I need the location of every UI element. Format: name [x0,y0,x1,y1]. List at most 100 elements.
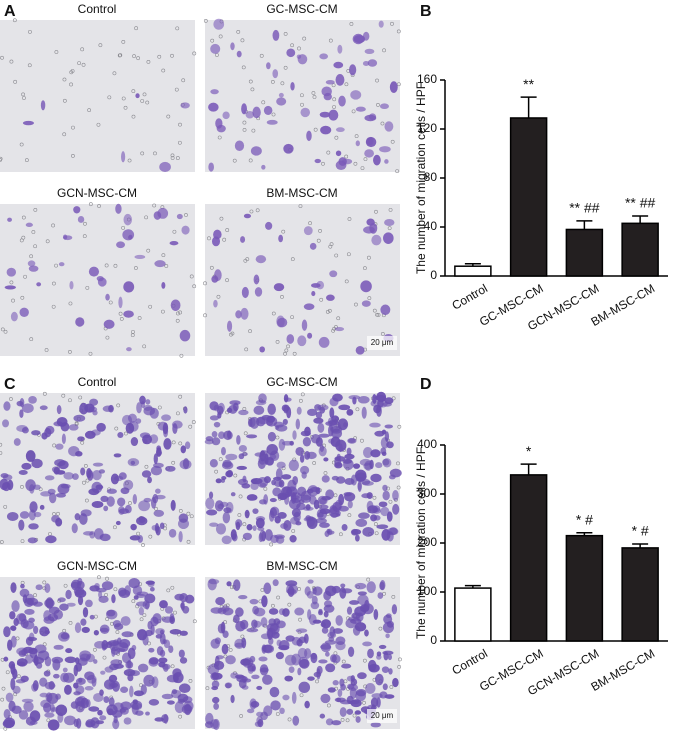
pore [170,53,174,58]
cell [340,683,346,691]
cell [99,689,104,696]
cell [246,627,259,633]
pore [134,26,139,31]
pore [230,331,235,336]
cell [217,402,225,413]
cell [238,595,248,600]
cell [336,476,346,484]
cell [230,42,235,51]
pore [146,59,151,64]
pore [298,398,303,403]
cell [307,485,319,497]
cell [378,644,387,650]
pore [19,142,24,147]
pore [88,202,93,207]
cell [284,675,294,682]
pore [271,311,276,316]
cell [143,406,155,416]
cell [222,607,234,616]
cell [39,405,48,411]
cell [254,721,262,727]
pore [344,279,349,284]
pore [88,351,93,356]
cell [206,509,218,516]
cell [47,719,60,731]
pore [171,440,176,445]
cell [204,439,214,445]
cell [252,508,259,514]
cell [379,146,391,153]
cell [315,518,327,524]
cell [260,633,271,640]
cell [352,625,361,636]
pore [280,294,284,299]
cell [85,719,96,728]
cell [241,103,247,115]
cell [226,320,233,332]
cell [249,598,259,605]
cell [104,666,114,673]
cell [263,582,272,595]
cell [19,588,30,598]
pore [186,539,191,544]
cell [13,438,21,446]
cell [205,497,215,510]
cell [259,529,266,542]
cell [168,528,177,538]
pore [346,252,351,257]
cell [378,501,388,508]
cell [357,591,367,596]
pore [145,100,150,105]
cell [318,659,328,664]
pore [373,522,378,526]
pore [5,670,10,675]
pore [33,207,38,212]
cell [156,646,164,656]
cell [86,468,92,479]
cell [279,493,287,500]
cell [341,588,353,594]
cell [272,69,279,79]
cell [89,614,95,620]
cell [214,655,220,667]
cell [214,269,222,282]
pore [319,297,324,302]
pore [127,158,132,163]
cell [155,488,161,494]
cell [373,154,381,166]
cell [117,497,126,507]
cell [9,611,16,620]
cell [303,226,313,236]
cell [331,654,341,664]
cell [347,646,355,657]
pore [42,580,47,585]
cell [344,492,356,502]
cell [211,236,221,247]
pore [375,78,379,83]
cell [240,307,249,320]
cell [325,420,338,427]
cell [382,484,388,492]
pore [192,284,197,289]
cell [2,419,10,428]
cell [123,281,135,293]
cell [163,639,171,649]
pore [298,617,302,622]
cell [332,628,344,634]
cell [383,614,393,624]
cell [288,459,300,472]
pore [290,315,295,320]
cell [329,397,339,407]
cell [110,659,123,666]
cell [306,517,318,530]
cell [370,473,382,483]
cell [382,683,388,691]
pore [181,78,186,83]
cell [170,299,181,311]
pore [121,40,126,44]
cell [132,699,138,705]
cell [225,470,233,478]
pore [219,216,224,221]
cell [116,241,126,249]
cell [346,408,354,416]
